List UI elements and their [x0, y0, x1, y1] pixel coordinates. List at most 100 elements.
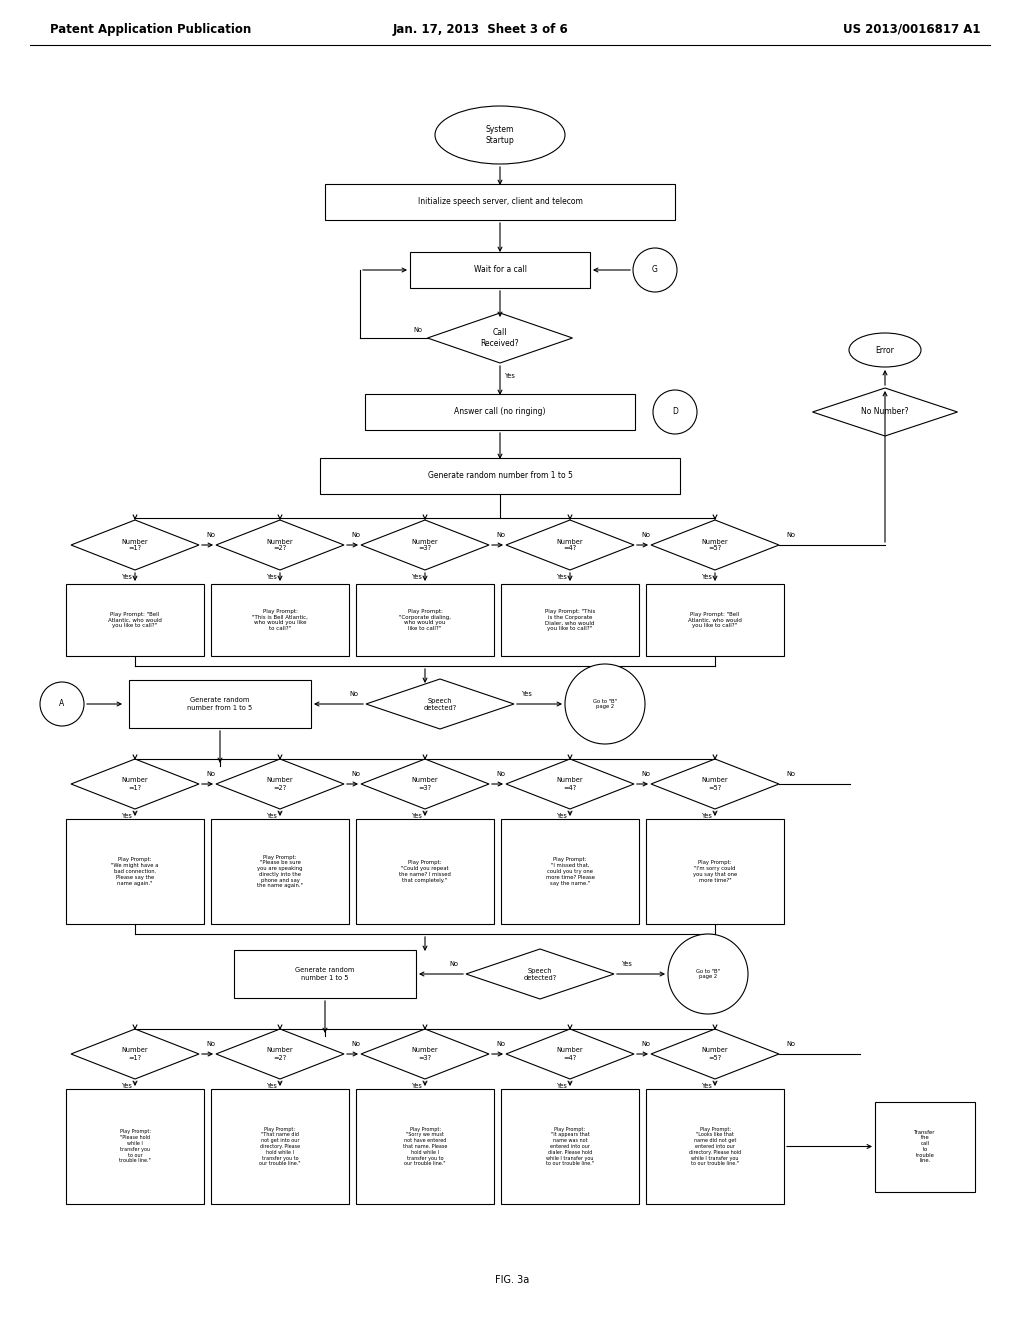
Text: Number
=2?: Number =2?	[266, 777, 293, 791]
Text: Number
=5?: Number =5?	[701, 777, 728, 791]
Polygon shape	[361, 759, 489, 809]
Text: No: No	[641, 532, 650, 539]
Text: Go to "B"
page 2: Go to "B" page 2	[696, 969, 720, 979]
Text: Speech
detected?: Speech detected?	[523, 968, 557, 981]
FancyBboxPatch shape	[66, 818, 204, 924]
Text: Yes: Yes	[412, 574, 423, 579]
Text: G: G	[652, 265, 658, 275]
Text: No: No	[206, 532, 215, 539]
Circle shape	[633, 248, 677, 292]
Text: Yes: Yes	[557, 1082, 567, 1089]
FancyBboxPatch shape	[129, 680, 311, 729]
Polygon shape	[506, 520, 634, 570]
Text: No: No	[349, 690, 358, 697]
Text: Yes: Yes	[122, 574, 132, 579]
Circle shape	[565, 664, 645, 744]
Text: Number
=1?: Number =1?	[122, 777, 148, 791]
Text: Generate random number from 1 to 5: Generate random number from 1 to 5	[428, 471, 572, 480]
FancyBboxPatch shape	[356, 1089, 494, 1204]
Text: Play Prompt: "Bell
Atlantic, who would
you like to call?": Play Prompt: "Bell Atlantic, who would y…	[688, 611, 742, 628]
Text: US 2013/0016817 A1: US 2013/0016817 A1	[843, 22, 980, 36]
Text: Yes: Yes	[412, 1082, 423, 1089]
Text: Play Prompt:
"I missed that,
could you try one
more time? Please
say the name.": Play Prompt: "I missed that, could you t…	[546, 858, 595, 886]
Text: Play Prompt:
"It appears that
name was not
entered into our
dialer. Please hold
: Play Prompt: "It appears that name was n…	[546, 1126, 594, 1167]
Text: System
Startup: System Startup	[485, 125, 514, 145]
Polygon shape	[506, 1030, 634, 1078]
Circle shape	[653, 389, 697, 434]
Polygon shape	[366, 678, 514, 729]
Text: No: No	[641, 1041, 650, 1047]
Polygon shape	[216, 759, 344, 809]
Circle shape	[40, 682, 84, 726]
Text: Play Prompt: "Bell
Atlantic, who would
you like to call?": Play Prompt: "Bell Atlantic, who would y…	[109, 611, 162, 628]
Polygon shape	[466, 949, 614, 999]
Polygon shape	[361, 520, 489, 570]
Ellipse shape	[435, 106, 565, 164]
Polygon shape	[71, 759, 199, 809]
Polygon shape	[651, 759, 779, 809]
Text: Yes: Yes	[701, 1082, 713, 1089]
Text: Number
=3?: Number =3?	[412, 539, 438, 552]
FancyBboxPatch shape	[319, 458, 680, 494]
Text: Yes: Yes	[622, 961, 633, 968]
Text: No: No	[496, 532, 505, 539]
Text: No: No	[496, 1041, 505, 1047]
Text: Play Prompt: "This
is the Corporate
Dialer, who would
you like to call?": Play Prompt: "This is the Corporate Dial…	[545, 609, 595, 631]
Text: Yes: Yes	[122, 813, 132, 818]
Text: Generate random
number 1 to 5: Generate random number 1 to 5	[295, 968, 354, 981]
Text: Speech
detected?: Speech detected?	[423, 697, 457, 710]
FancyBboxPatch shape	[325, 183, 675, 220]
Polygon shape	[361, 1030, 489, 1078]
Text: Yes: Yes	[701, 574, 713, 579]
Text: No: No	[496, 771, 505, 777]
Text: Yes: Yes	[522, 690, 532, 697]
Text: Yes: Yes	[557, 574, 567, 579]
Text: Yes: Yes	[266, 1082, 278, 1089]
FancyBboxPatch shape	[501, 583, 639, 656]
FancyBboxPatch shape	[234, 950, 416, 998]
Text: No Number?: No Number?	[861, 408, 908, 417]
Text: Yes: Yes	[266, 813, 278, 818]
Text: No: No	[786, 532, 795, 539]
Polygon shape	[651, 1030, 779, 1078]
Polygon shape	[71, 520, 199, 570]
Polygon shape	[71, 1030, 199, 1078]
Text: No: No	[206, 1041, 215, 1047]
Text: No: No	[641, 771, 650, 777]
Text: No: No	[351, 1041, 360, 1047]
Text: Play Prompt:
"Please be sure
you are speaking
directly into the
phone and say
th: Play Prompt: "Please be sure you are spe…	[257, 854, 303, 888]
Polygon shape	[216, 1030, 344, 1078]
Text: Number
=2?: Number =2?	[266, 1048, 293, 1060]
FancyBboxPatch shape	[646, 818, 784, 924]
Text: Answer call (no ringing): Answer call (no ringing)	[455, 408, 546, 417]
Text: Yes: Yes	[122, 1082, 132, 1089]
Text: Yes: Yes	[505, 374, 515, 379]
Text: Number
=4?: Number =4?	[557, 539, 584, 552]
Text: Play Prompt:
"Looks like that
name did not get
entered into our
directory. Pleas: Play Prompt: "Looks like that name did n…	[689, 1126, 741, 1167]
Text: Play Prompt:
"Corporate dialing,
who would you
like to call?": Play Prompt: "Corporate dialing, who wou…	[399, 609, 451, 631]
FancyBboxPatch shape	[66, 1089, 204, 1204]
FancyBboxPatch shape	[501, 818, 639, 924]
Text: No: No	[786, 771, 795, 777]
Text: Yes: Yes	[266, 574, 278, 579]
Text: Jan. 17, 2013  Sheet 3 of 6: Jan. 17, 2013 Sheet 3 of 6	[392, 22, 568, 36]
FancyBboxPatch shape	[874, 1101, 975, 1192]
Text: Play Prompt:
"This is Bell Atlantic,
who would you like
to call?": Play Prompt: "This is Bell Atlantic, who…	[252, 609, 308, 631]
Text: No: No	[206, 771, 215, 777]
FancyBboxPatch shape	[211, 583, 349, 656]
Polygon shape	[427, 313, 572, 363]
Text: Play Prompt:
"Sorry we must
not have entered
that name. Please
hold while I
tran: Play Prompt: "Sorry we must not have ent…	[402, 1126, 447, 1167]
Text: Number
=5?: Number =5?	[701, 1048, 728, 1060]
FancyBboxPatch shape	[211, 818, 349, 924]
Text: Yes: Yes	[701, 813, 713, 818]
Text: Play Prompt:
"We might have a
bad connection.
Please say the
name again.": Play Prompt: "We might have a bad connec…	[112, 858, 159, 886]
Text: Error: Error	[876, 346, 894, 355]
Text: Number
=1?: Number =1?	[122, 539, 148, 552]
Text: Call
Received?: Call Received?	[480, 329, 519, 347]
Circle shape	[668, 935, 748, 1014]
Text: Transfer
the
call
to
trouble
line.: Transfer the call to trouble line.	[914, 1130, 936, 1163]
FancyBboxPatch shape	[410, 252, 590, 288]
Polygon shape	[216, 520, 344, 570]
Text: No: No	[449, 961, 458, 968]
FancyBboxPatch shape	[66, 583, 204, 656]
